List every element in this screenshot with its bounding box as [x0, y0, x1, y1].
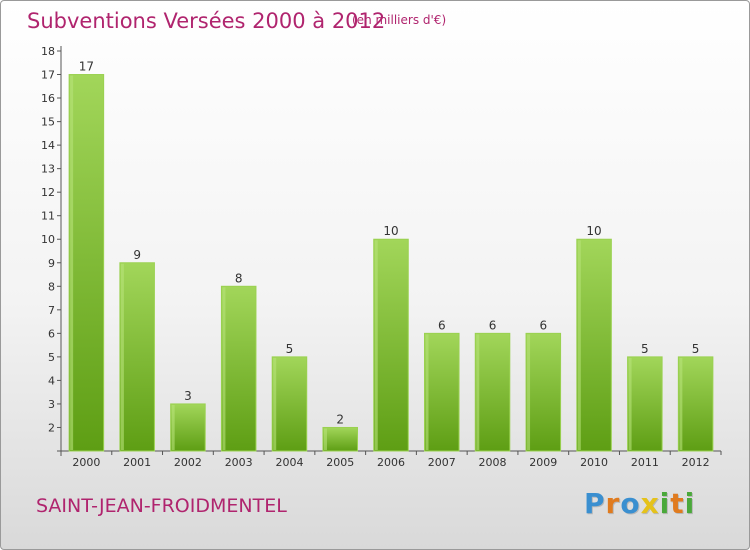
data-label: 10 — [586, 224, 601, 238]
x-tick-label: 2008 — [479, 456, 507, 469]
y-tick-label: 12 — [41, 186, 55, 199]
x-axis: 2000 2001 2002 2003 2004 2005 2006 2007 2008 2009… — [60, 450, 722, 469]
bar-highlight — [323, 428, 327, 450]
x-tick-label: 2011 — [631, 456, 659, 469]
logo-letter: o — [620, 487, 641, 520]
y-tick-label: 2 — [48, 421, 55, 434]
bar — [474, 332, 511, 452]
data-label: 5 — [286, 342, 294, 356]
y-tick-label: 13 — [41, 163, 55, 176]
data-label: 6 — [489, 318, 497, 332]
data-labels: 17 9 3 8 5 2 10 6 6 6 10 5 5 — [79, 60, 700, 427]
data-label: 6 — [438, 318, 446, 332]
x-tick-label: 2009 — [529, 456, 557, 469]
commune-name: SAINT-JEAN-FROIDMENTEL — [36, 495, 287, 517]
bar-highlight — [628, 357, 632, 450]
data-label: 5 — [641, 342, 649, 356]
bar-highlight — [527, 334, 531, 450]
bar — [68, 74, 105, 452]
y-axis: 2 3 4 5 6 7 8 9 10 11 12 13 14 15 16 17 18 — [41, 45, 62, 456]
bar — [170, 403, 206, 452]
bar — [373, 238, 409, 452]
bar-highlight — [374, 240, 378, 450]
y-tick-label: 10 — [41, 233, 55, 246]
data-label: 2 — [336, 412, 344, 426]
data-label: 17 — [79, 60, 94, 74]
bar-highlight — [679, 357, 683, 450]
y-tick-label: 8 — [48, 280, 55, 293]
x-tick-label: 2004 — [275, 456, 303, 469]
y-tick-label: 3 — [48, 398, 55, 411]
x-tick-label: 2010 — [580, 456, 608, 469]
bar — [220, 285, 257, 452]
y-tick-label: 4 — [48, 374, 55, 387]
x-tick-label: 2003 — [225, 456, 253, 469]
y-tick-label: 17 — [41, 69, 55, 82]
data-label: 9 — [133, 248, 141, 262]
logo-letter: i — [659, 487, 671, 520]
y-tick-label: 14 — [41, 139, 55, 152]
bar — [271, 356, 308, 452]
bar — [119, 262, 155, 452]
y-tick-label: 6 — [48, 327, 55, 340]
logo-letter: r — [605, 487, 621, 520]
logo-letter: x — [640, 487, 660, 520]
y-tick-label: 11 — [41, 210, 55, 223]
x-tick-label: 2000 — [72, 456, 100, 469]
bar — [424, 332, 460, 452]
bar — [525, 332, 562, 452]
y-tick-label: 15 — [41, 116, 55, 129]
logo-letter: t — [670, 487, 685, 520]
proxiti-logo: Proxiti — [584, 487, 695, 520]
bar-highlight — [476, 334, 480, 450]
data-label: 8 — [235, 271, 243, 285]
logo-letter: i — [684, 487, 696, 520]
data-label: 6 — [539, 318, 547, 332]
x-tick-label: 2006 — [377, 456, 405, 469]
bar-highlight — [70, 75, 74, 450]
bar — [677, 356, 714, 452]
x-tick-label: 2005 — [326, 456, 354, 469]
data-label: 3 — [184, 389, 192, 403]
bar-highlight — [222, 287, 226, 450]
x-tick-label: 2012 — [682, 456, 710, 469]
x-tick-label: 2001 — [123, 456, 151, 469]
bar — [322, 426, 358, 452]
y-tick-label: 16 — [41, 92, 55, 105]
y-tick-label: 9 — [48, 257, 55, 270]
chart-title: Subventions Versées 2000 à 2012 — [27, 9, 386, 33]
data-label: 5 — [692, 342, 700, 356]
bar-highlight — [425, 334, 429, 450]
bar-highlight — [120, 263, 124, 450]
bar-highlight — [273, 357, 277, 450]
bar — [576, 238, 612, 452]
bar-highlight — [171, 404, 175, 450]
bar — [627, 356, 663, 452]
y-tick-label: 5 — [48, 351, 55, 364]
x-tick-label: 2007 — [428, 456, 456, 469]
y-tick-label: 18 — [41, 45, 55, 58]
bars — [68, 74, 714, 452]
chart-subtitle: (en milliers d'€) — [352, 13, 447, 27]
y-tick-label: 7 — [48, 304, 55, 317]
x-tick-label: 2002 — [174, 456, 202, 469]
data-label: 10 — [383, 224, 398, 238]
bar-highlight — [577, 240, 581, 450]
logo-letter: P — [584, 487, 606, 520]
